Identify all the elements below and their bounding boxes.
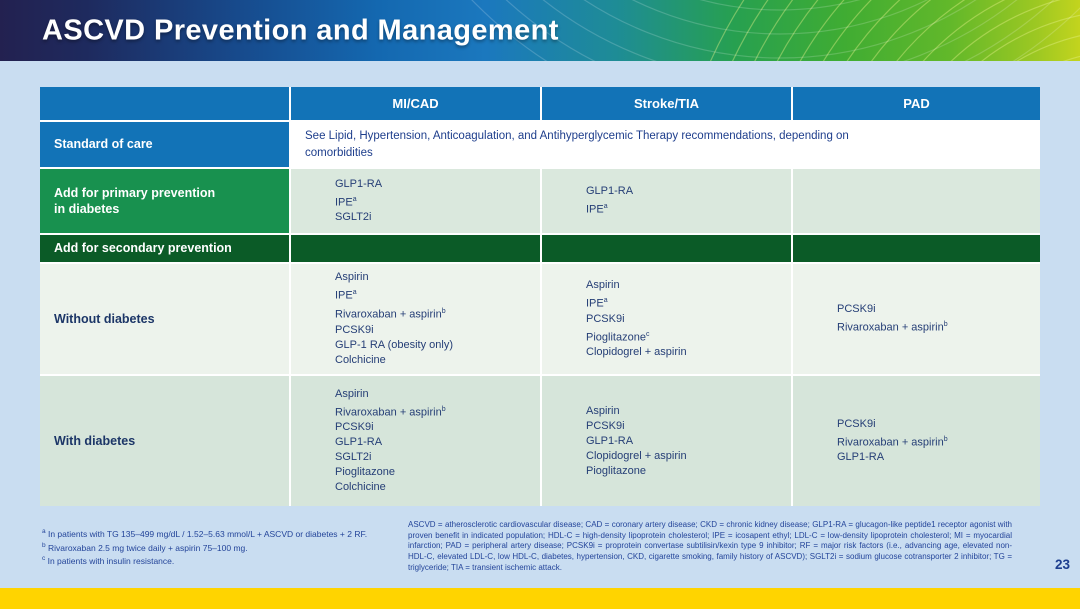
with-stroketia-cell: Aspirin PCSK9i GLP1-RA Clopidogrel + aspiri…	[542, 376, 791, 506]
primary-pad-cell	[793, 169, 1040, 233]
abbreviations-block: ASCVD = atherosclerotic cardiovascular d…	[408, 520, 1012, 572]
standard-of-care-text: See Lipid, Hypertension, Anticoagulation…	[305, 130, 849, 159]
without-micad-cell: Aspirin IPEa Rivaroxaban + aspirinb PCSK9i G…	[291, 264, 540, 374]
footnote-c: c In patients with insulin resistance.	[42, 555, 175, 566]
column-header-pad: PAD	[793, 87, 1040, 120]
row-label-with-diabetes: With diabetes	[40, 376, 289, 506]
row-label-without-diabetes: Without diabetes	[40, 264, 289, 374]
column-header-micad: MI/CAD	[291, 87, 540, 120]
footnotes-block: a In patients with TG 135–499 mg/dL / 1.…	[42, 527, 402, 568]
footnote-a: a In patients with TG 135–499 mg/dL / 1.…	[42, 528, 368, 539]
slide-body: MI/CAD Stroke/TIA PAD Standard of care S…	[0, 61, 1080, 609]
secondary-micad-cell	[291, 235, 540, 262]
secondary-pad-cell	[793, 235, 1040, 262]
footnote-b: b Rivaroxaban 2.5 mg twice daily + aspir…	[42, 541, 248, 553]
page-title: ASCVD Prevention and Management	[42, 14, 559, 46]
without-pad-cell: PCSK9i Rivaroxaban + aspirinb	[793, 264, 1040, 374]
table-corner-cell	[40, 87, 289, 120]
row-label-primary-prevention: Add for primary prevention in diabetes	[40, 169, 289, 233]
bottom-accent-bar	[0, 588, 1080, 609]
secondary-stroketia-cell	[542, 235, 791, 262]
without-stroketia-cell: Aspirin IPEa PCSK9i Pioglitazonec Clopidogre…	[542, 264, 791, 374]
primary-stroketia-cell: GLP1-RA IPEa	[542, 169, 791, 233]
therapy-table: MI/CAD Stroke/TIA PAD Standard of care S…	[40, 87, 1040, 506]
primary-micad-cell: GLP1-RA IPEa SGLT2i	[291, 169, 540, 233]
wave-decoration	[471, 0, 1080, 61]
title-banner: ASCVD Prevention and Management	[0, 0, 1080, 61]
with-micad-cell: Aspirin Rivaroxaban + aspirinb PCSK9i GLP1-…	[291, 376, 540, 506]
row-label-secondary-prevention: Add for secondary prevention	[40, 235, 289, 262]
row-label-standard-of-care: Standard of care	[40, 122, 289, 167]
page-number: 23	[1054, 557, 1070, 572]
column-header-stroketia: Stroke/TIA	[542, 87, 791, 120]
with-pad-cell: PCSK9i Rivaroxaban + aspirinb GLP1-RA	[793, 376, 1040, 506]
